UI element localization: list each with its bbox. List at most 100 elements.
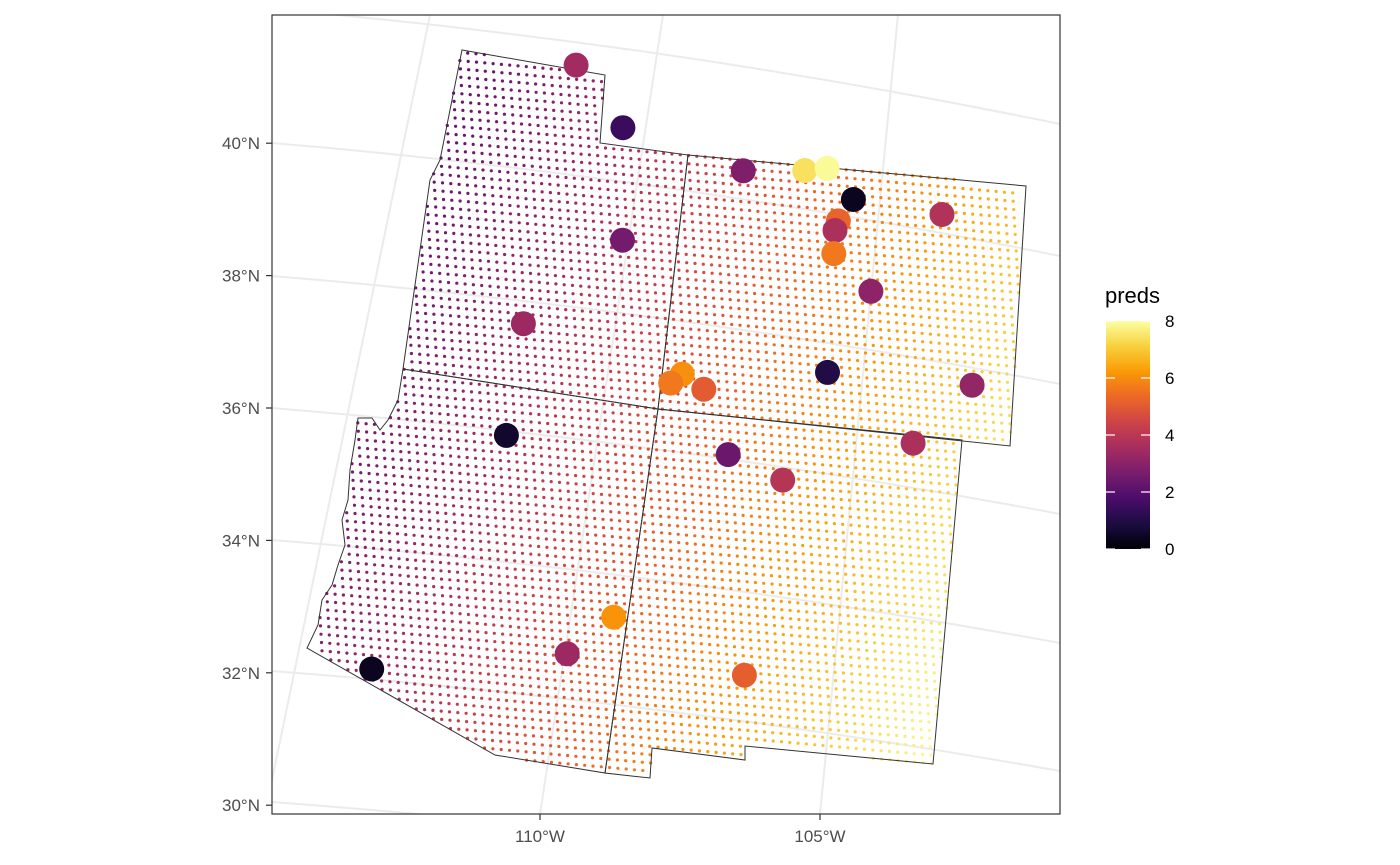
grid-point xyxy=(469,241,473,245)
grid-point xyxy=(490,449,494,454)
grid-point xyxy=(407,442,411,446)
grid-point xyxy=(959,285,963,289)
grid-point xyxy=(506,179,510,183)
grid-point xyxy=(771,607,776,611)
grid-point xyxy=(520,403,524,407)
grid-point xyxy=(571,292,575,296)
grid-point xyxy=(885,568,889,572)
grid-point xyxy=(808,668,812,672)
grid-point xyxy=(502,376,506,380)
grid-point xyxy=(632,215,637,219)
grid-point xyxy=(682,351,686,355)
grid-point xyxy=(368,480,372,484)
grid-point xyxy=(904,619,908,623)
grid-point xyxy=(589,450,593,454)
grid-point xyxy=(722,190,726,194)
grid-point xyxy=(548,191,553,195)
grid-point xyxy=(713,181,717,185)
grid-point xyxy=(707,626,711,630)
grid-point xyxy=(745,448,750,452)
grid-point xyxy=(663,316,667,321)
grid-point xyxy=(515,468,520,472)
grid-point xyxy=(652,538,656,543)
grid-point xyxy=(754,308,758,312)
grid-point xyxy=(637,430,641,434)
grid-point xyxy=(740,497,744,501)
grid-point xyxy=(864,227,868,231)
grid-point xyxy=(390,449,395,453)
grid-point xyxy=(468,646,472,650)
grid-point xyxy=(681,475,685,479)
grid-point xyxy=(619,412,624,416)
grid-point xyxy=(824,513,828,517)
grid-point xyxy=(698,476,702,481)
grid-point xyxy=(524,469,528,473)
grid-point xyxy=(628,553,632,557)
grid-point xyxy=(1008,290,1013,294)
grid-point xyxy=(809,553,814,557)
grid-point xyxy=(909,281,913,285)
grid-point xyxy=(722,602,726,607)
grid-point xyxy=(732,232,737,236)
grid-point xyxy=(929,200,933,204)
grid-point xyxy=(913,215,917,219)
grid-point xyxy=(388,539,392,544)
grid-point xyxy=(790,642,794,646)
grid-point xyxy=(588,433,592,438)
grid-point xyxy=(867,690,871,694)
grid-point xyxy=(837,456,841,460)
grid-point xyxy=(585,524,589,528)
grid-point xyxy=(716,503,720,507)
grid-point xyxy=(512,410,516,414)
grid-point xyxy=(519,535,524,539)
grid-point xyxy=(601,377,605,381)
grid-point xyxy=(898,660,903,664)
grid-point xyxy=(991,420,996,424)
grid-point xyxy=(444,520,448,524)
grid-point xyxy=(609,650,613,654)
grid-point xyxy=(676,252,680,256)
grid-point xyxy=(926,703,930,708)
grid-point xyxy=(934,423,938,427)
grid-point xyxy=(488,565,492,569)
grid-point xyxy=(772,343,776,347)
grid-point xyxy=(376,480,380,485)
grid-point xyxy=(841,531,845,535)
grid-point xyxy=(950,276,954,280)
grid-point xyxy=(522,584,527,589)
grid-point xyxy=(581,598,585,602)
grid-point xyxy=(638,578,642,583)
grid-point xyxy=(795,593,800,597)
grid-point xyxy=(884,287,889,291)
grid-point xyxy=(576,234,580,238)
grid-point xyxy=(543,380,547,384)
grid-point xyxy=(946,350,950,354)
grid-point xyxy=(480,564,484,568)
grid-point xyxy=(877,443,881,447)
grid-point xyxy=(645,571,650,575)
grid-point xyxy=(909,702,913,706)
grid-point xyxy=(534,90,538,94)
grid-point xyxy=(876,558,880,563)
grid-point xyxy=(901,701,905,705)
grid-point xyxy=(472,563,476,568)
grid-point xyxy=(750,390,754,394)
grid-point xyxy=(498,318,502,322)
grid-point xyxy=(514,443,518,447)
grid-point xyxy=(657,481,661,485)
grid-point xyxy=(645,562,649,567)
grid-point xyxy=(541,206,545,211)
grid-point xyxy=(520,130,524,134)
grid-point xyxy=(573,457,577,461)
grid-point xyxy=(431,444,436,448)
grid-point xyxy=(357,586,362,590)
grid-point xyxy=(591,351,595,355)
grid-point xyxy=(949,268,953,272)
grid-point xyxy=(528,263,532,267)
grid-point xyxy=(622,593,626,598)
grid-point xyxy=(766,516,770,520)
grid-point xyxy=(499,62,503,66)
grid-point xyxy=(467,76,471,80)
grid-point xyxy=(595,558,599,562)
